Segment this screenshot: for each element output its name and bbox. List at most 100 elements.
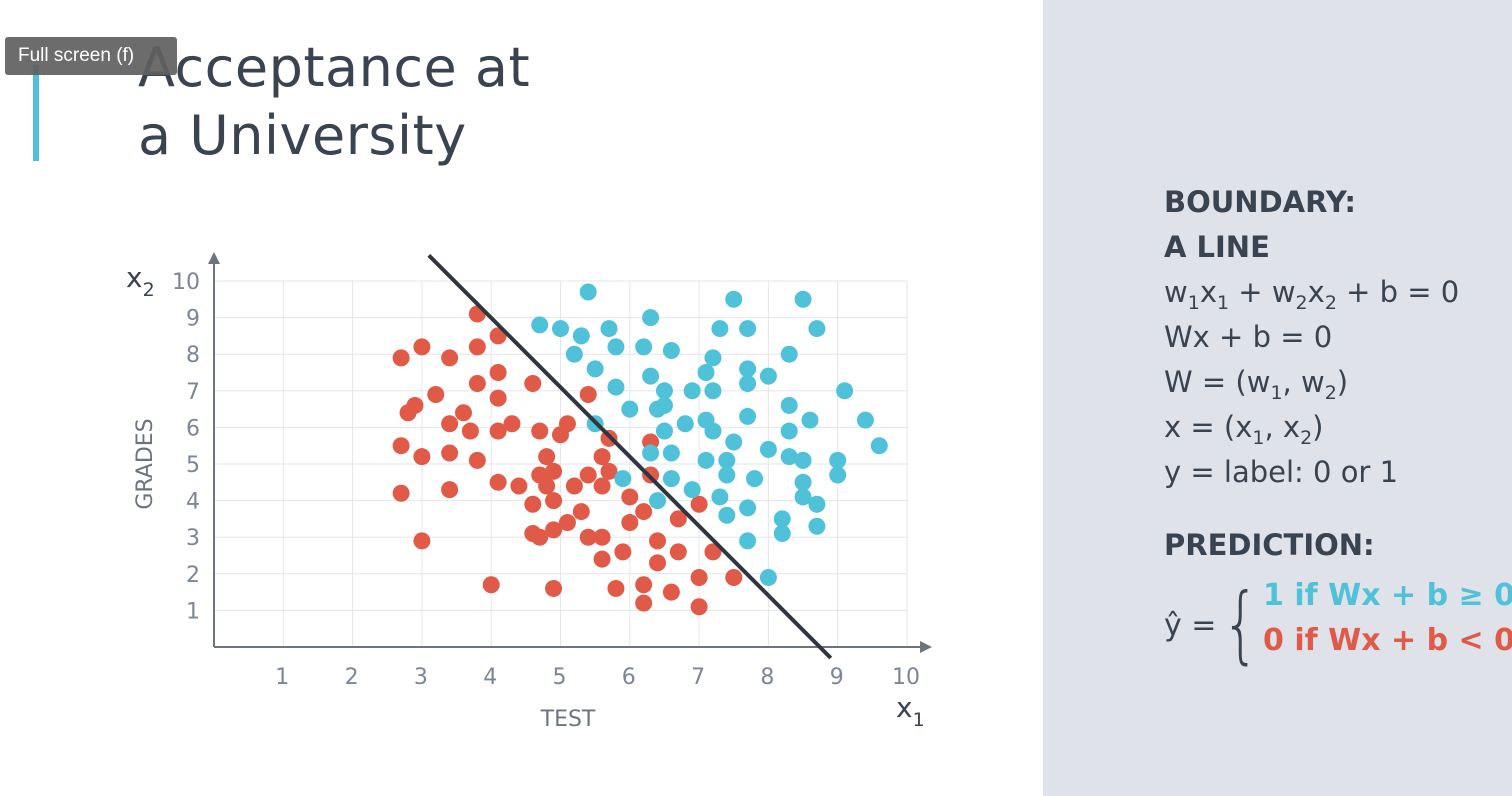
data-point-rejected <box>524 495 542 513</box>
x-tick-label: 7 <box>691 665 705 690</box>
y-tick-label: 7 <box>186 380 200 405</box>
data-point-accepted <box>600 320 618 338</box>
data-point-rejected <box>413 448 431 466</box>
eq1-part: + w <box>1229 275 1296 309</box>
data-point-accepted <box>759 440 777 458</box>
data-point-rejected <box>704 543 722 561</box>
data-point-accepted <box>718 506 736 524</box>
x-axis-arrow <box>920 641 932 653</box>
eq1-part: x <box>1199 275 1217 309</box>
fullscreen-tooltip[interactable]: Full screen (f) <box>5 37 177 75</box>
data-point-rejected <box>392 484 410 502</box>
data-point-accepted <box>739 374 757 392</box>
data-point-accepted <box>635 338 653 356</box>
eq3-sub: 1 <box>1270 382 1283 404</box>
data-point-rejected <box>489 364 507 381</box>
data-point-rejected <box>558 514 576 532</box>
boundary-heading: BOUNDARY: <box>1164 185 1356 219</box>
data-point-rejected <box>579 385 597 403</box>
x-tick-label: 2 <box>345 665 359 690</box>
y-tick-label: 9 <box>186 307 200 332</box>
data-point-rejected <box>572 503 590 521</box>
data-point-accepted <box>739 499 757 517</box>
data-point-accepted <box>808 495 826 513</box>
data-point-rejected <box>635 576 653 594</box>
eq1-sub: 2 <box>1295 292 1308 314</box>
data-point-accepted <box>655 382 673 400</box>
data-point-accepted <box>794 473 812 491</box>
decision-boundary-line <box>427 253 833 660</box>
data-point-rejected <box>461 422 479 440</box>
data-point-accepted <box>739 320 757 338</box>
slide-title-line-2: a University <box>138 104 467 167</box>
data-point-accepted <box>614 470 632 488</box>
data-point-rejected <box>524 374 542 392</box>
data-point-rejected <box>669 543 687 561</box>
eq3-part: W = (w <box>1164 365 1271 399</box>
equation-inputs: x = (x1, x2) <box>1164 405 1504 450</box>
boundary-subheading: A LINE <box>1164 230 1270 264</box>
data-point-accepted <box>718 451 736 469</box>
data-point-accepted <box>642 367 660 385</box>
data-point-rejected <box>468 338 486 356</box>
data-point-rejected <box>441 444 459 462</box>
chart-axes <box>208 252 932 653</box>
data-point-accepted <box>725 290 743 308</box>
data-point-rejected <box>468 374 486 392</box>
data-point-rejected <box>503 415 521 433</box>
data-point-rejected <box>392 349 410 367</box>
data-point-accepted <box>718 466 736 484</box>
data-point-accepted <box>780 448 798 466</box>
data-point-rejected <box>413 532 431 550</box>
y-axis-variable: x2 <box>126 261 155 301</box>
chart-points <box>392 283 888 616</box>
data-point-accepted <box>572 327 590 345</box>
data-point-accepted <box>773 525 791 543</box>
x-axis-variable-letter: x <box>896 691 913 724</box>
data-point-rejected <box>510 477 528 495</box>
data-point-accepted <box>808 320 826 338</box>
slide-side-panel <box>1043 0 1512 796</box>
data-point-accepted <box>780 345 798 363</box>
data-point-accepted <box>607 338 625 356</box>
data-point-accepted <box>704 382 722 400</box>
y-axis-variable-letter: x <box>126 261 143 294</box>
eq3-sub: 2 <box>1324 382 1337 404</box>
data-point-accepted <box>711 320 729 338</box>
data-point-accepted <box>780 396 798 414</box>
data-point-accepted <box>725 433 743 451</box>
data-point-accepted <box>655 422 673 440</box>
data-point-accepted <box>711 488 729 506</box>
data-point-rejected <box>406 396 424 414</box>
data-point-accepted <box>856 411 874 429</box>
data-point-rejected <box>531 528 549 546</box>
data-point-accepted <box>662 444 680 462</box>
data-point-rejected <box>545 579 563 597</box>
data-point-accepted <box>649 492 667 510</box>
data-point-accepted <box>579 283 597 301</box>
data-point-rejected <box>607 579 625 597</box>
data-point-accepted <box>552 320 569 338</box>
x-axis-variable: x1 <box>896 691 925 731</box>
data-point-rejected <box>468 451 486 469</box>
eq1-sub: 1 <box>1216 292 1230 314</box>
data-point-rejected <box>690 598 708 616</box>
eq3-part: ) <box>1336 365 1349 399</box>
slide-title: Acceptance at a University <box>138 34 530 170</box>
data-point-accepted <box>739 407 757 425</box>
data-point-rejected <box>649 532 667 550</box>
equation-label: y = label: 0 or 1 <box>1164 455 1399 489</box>
data-point-accepted <box>829 466 847 484</box>
data-point-accepted <box>662 342 680 360</box>
prediction-yhat: ŷ = <box>1164 608 1217 643</box>
data-point-rejected <box>489 422 507 440</box>
data-point-accepted <box>836 382 854 400</box>
data-point-rejected <box>635 594 653 612</box>
equation-weights: W = (w1, w2) <box>1164 360 1504 405</box>
data-point-accepted <box>759 367 777 385</box>
data-point-accepted <box>676 415 694 433</box>
data-point-accepted <box>829 451 847 469</box>
data-point-rejected <box>441 481 459 499</box>
title-accent-bar <box>33 65 39 161</box>
data-point-accepted <box>531 316 549 334</box>
